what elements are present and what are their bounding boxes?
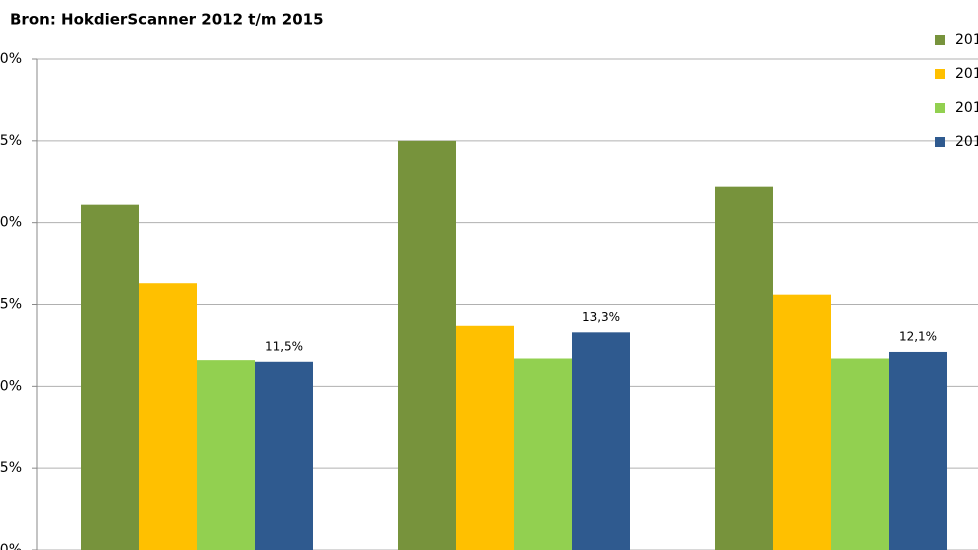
- y-tick-label: 5%: [0, 460, 22, 476]
- bar: [255, 361, 313, 550]
- legend-label: 2012: [955, 32, 978, 48]
- bar: [831, 358, 889, 550]
- legend-swatch: [935, 137, 945, 147]
- data-label: 11,5%: [265, 339, 303, 353]
- chart-subtitle: Bron: HokdierScanner 2012 t/m 2015: [10, 11, 324, 29]
- legend-label: 2015: [955, 134, 978, 150]
- bar: [398, 140, 456, 550]
- y-tick-label: 10%: [0, 378, 22, 394]
- bar: [572, 332, 630, 550]
- y-tick-label: 25%: [0, 133, 22, 149]
- bar: [514, 358, 572, 550]
- bar: [197, 360, 255, 550]
- bar: [773, 294, 831, 550]
- bar: [715, 186, 773, 550]
- legend-label: 2014: [955, 100, 978, 116]
- data-label: 13,3%: [582, 310, 620, 324]
- y-tick-label: 30%: [0, 51, 22, 67]
- legend-swatch: [935, 35, 945, 45]
- data-label: 12,1%: [899, 329, 937, 343]
- legend-label: 2013: [955, 66, 978, 82]
- bar: [81, 204, 139, 550]
- y-tick-label: 20%: [0, 215, 22, 231]
- legend-swatch: [935, 69, 945, 79]
- y-tick-label: 15%: [0, 297, 22, 313]
- bar: [889, 351, 947, 550]
- y-tick-label: 0%: [0, 542, 22, 550]
- legend-swatch: [935, 103, 945, 113]
- bar: [456, 325, 514, 550]
- bar: [139, 283, 197, 550]
